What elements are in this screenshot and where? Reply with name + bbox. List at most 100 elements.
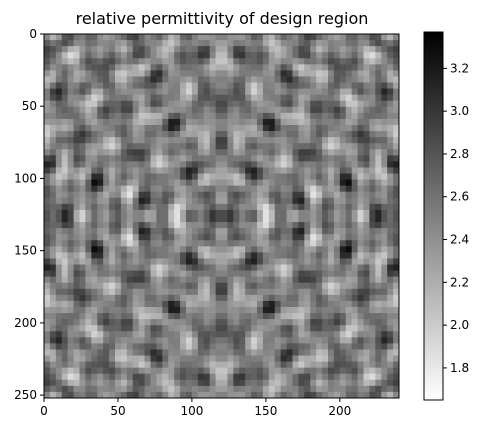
heatmap-cell (132, 264, 140, 272)
heatmap-cell (233, 349, 240, 357)
heatmap-cell (197, 216, 205, 223)
heatmap-cell (393, 125, 399, 132)
heatmap-cell (387, 313, 394, 320)
heatmap-cell (203, 64, 211, 71)
heatmap-cell (262, 276, 270, 284)
heatmap-cell (262, 319, 270, 326)
heatmap-cell (61, 264, 69, 272)
heatmap-cell (109, 143, 116, 150)
heatmap-cell (91, 191, 98, 199)
heatmap-cell (138, 155, 146, 162)
heatmap-cell (239, 282, 246, 290)
heatmap-cell (103, 270, 110, 278)
heatmap-cell (357, 240, 365, 247)
heatmap-cell (150, 307, 158, 314)
heatmap-cell (61, 216, 69, 223)
heatmap-cell (316, 88, 323, 96)
heatmap-cell (73, 264, 81, 272)
heatmap-cell (61, 228, 69, 235)
heatmap-cell (239, 264, 246, 272)
heatmap-cell (203, 294, 211, 302)
heatmap-cell (156, 343, 163, 351)
heatmap-cell (120, 161, 128, 169)
heatmap-cell (328, 137, 335, 144)
heatmap-cell (73, 209, 81, 217)
heatmap-cell (251, 367, 258, 375)
heatmap-cell (357, 149, 365, 156)
heatmap-cell (333, 155, 341, 162)
heatmap-cell (375, 131, 382, 138)
heatmap-cell (144, 131, 152, 138)
heatmap-cell (351, 76, 359, 84)
heatmap-cell (268, 82, 276, 90)
heatmap-cell (49, 179, 57, 187)
heatmap-cell (67, 337, 75, 344)
heatmap-cell (298, 209, 305, 217)
heatmap-cell (132, 58, 140, 65)
heatmap-cell (126, 264, 134, 272)
heatmap-cell (322, 343, 329, 351)
heatmap-cell (245, 379, 252, 387)
heatmap-cell (115, 300, 122, 308)
heatmap-cell (239, 355, 246, 363)
heatmap-cell (186, 264, 193, 272)
heatmap-cell (209, 288, 217, 296)
heatmap-cell (381, 307, 388, 314)
heatmap-cell (268, 143, 276, 150)
heatmap-cell (292, 94, 300, 102)
heatmap-cell (245, 276, 252, 284)
heatmap-cell (339, 209, 347, 217)
heatmap-cell (274, 82, 282, 90)
heatmap-cell (351, 88, 359, 96)
heatmap-cell (49, 319, 57, 326)
heatmap-cell (233, 197, 240, 205)
heatmap-cell (304, 100, 311, 108)
heatmap-cell (245, 137, 252, 144)
heatmap-cell (310, 288, 317, 296)
heatmap-cell (120, 294, 128, 302)
heatmap-cell (174, 355, 181, 363)
heatmap-cell (345, 282, 353, 290)
heatmap-cell (274, 58, 282, 65)
heatmap-cell (381, 88, 388, 96)
heatmap-cell (132, 270, 140, 278)
heatmap-cell (73, 319, 81, 326)
heatmap-cell (292, 349, 300, 357)
heatmap-cell (67, 373, 75, 381)
heatmap-cell (85, 276, 92, 284)
heatmap-cell (109, 331, 116, 338)
heatmap-cell (79, 167, 87, 175)
heatmap-cell (251, 337, 258, 344)
heatmap-cell (132, 294, 140, 302)
heatmap-cell (245, 300, 252, 308)
heatmap-cell (262, 252, 270, 260)
heatmap-cell (363, 222, 371, 229)
heatmap-cell (97, 58, 104, 65)
heatmap-cell (322, 270, 329, 278)
heatmap-cell (73, 161, 81, 169)
heatmap-cell (126, 118, 134, 126)
heatmap-cell (333, 331, 341, 338)
heatmap-cell (103, 94, 110, 102)
heatmap-cell (251, 112, 258, 120)
heatmap-cell (304, 361, 311, 369)
heatmap-cell (91, 307, 98, 314)
heatmap-cell (310, 167, 317, 175)
heatmap-cell (304, 58, 311, 65)
heatmap-cell (351, 155, 359, 162)
heatmap-cell (339, 40, 347, 47)
heatmap-cell (268, 264, 276, 272)
heatmap-cell (351, 300, 359, 308)
heatmap-cell (387, 252, 394, 260)
heatmap-cell (393, 70, 399, 78)
heatmap-cell (286, 197, 294, 205)
heatmap-cell (103, 167, 110, 175)
heatmap-cell (132, 300, 140, 308)
heatmap-cell (174, 125, 181, 132)
heatmap-cell (239, 70, 246, 78)
heatmap-cell (109, 34, 116, 41)
heatmap-cell (144, 264, 152, 272)
heatmap-cell (85, 355, 92, 363)
heatmap-cell (268, 64, 276, 71)
heatmap-cell (316, 76, 323, 84)
